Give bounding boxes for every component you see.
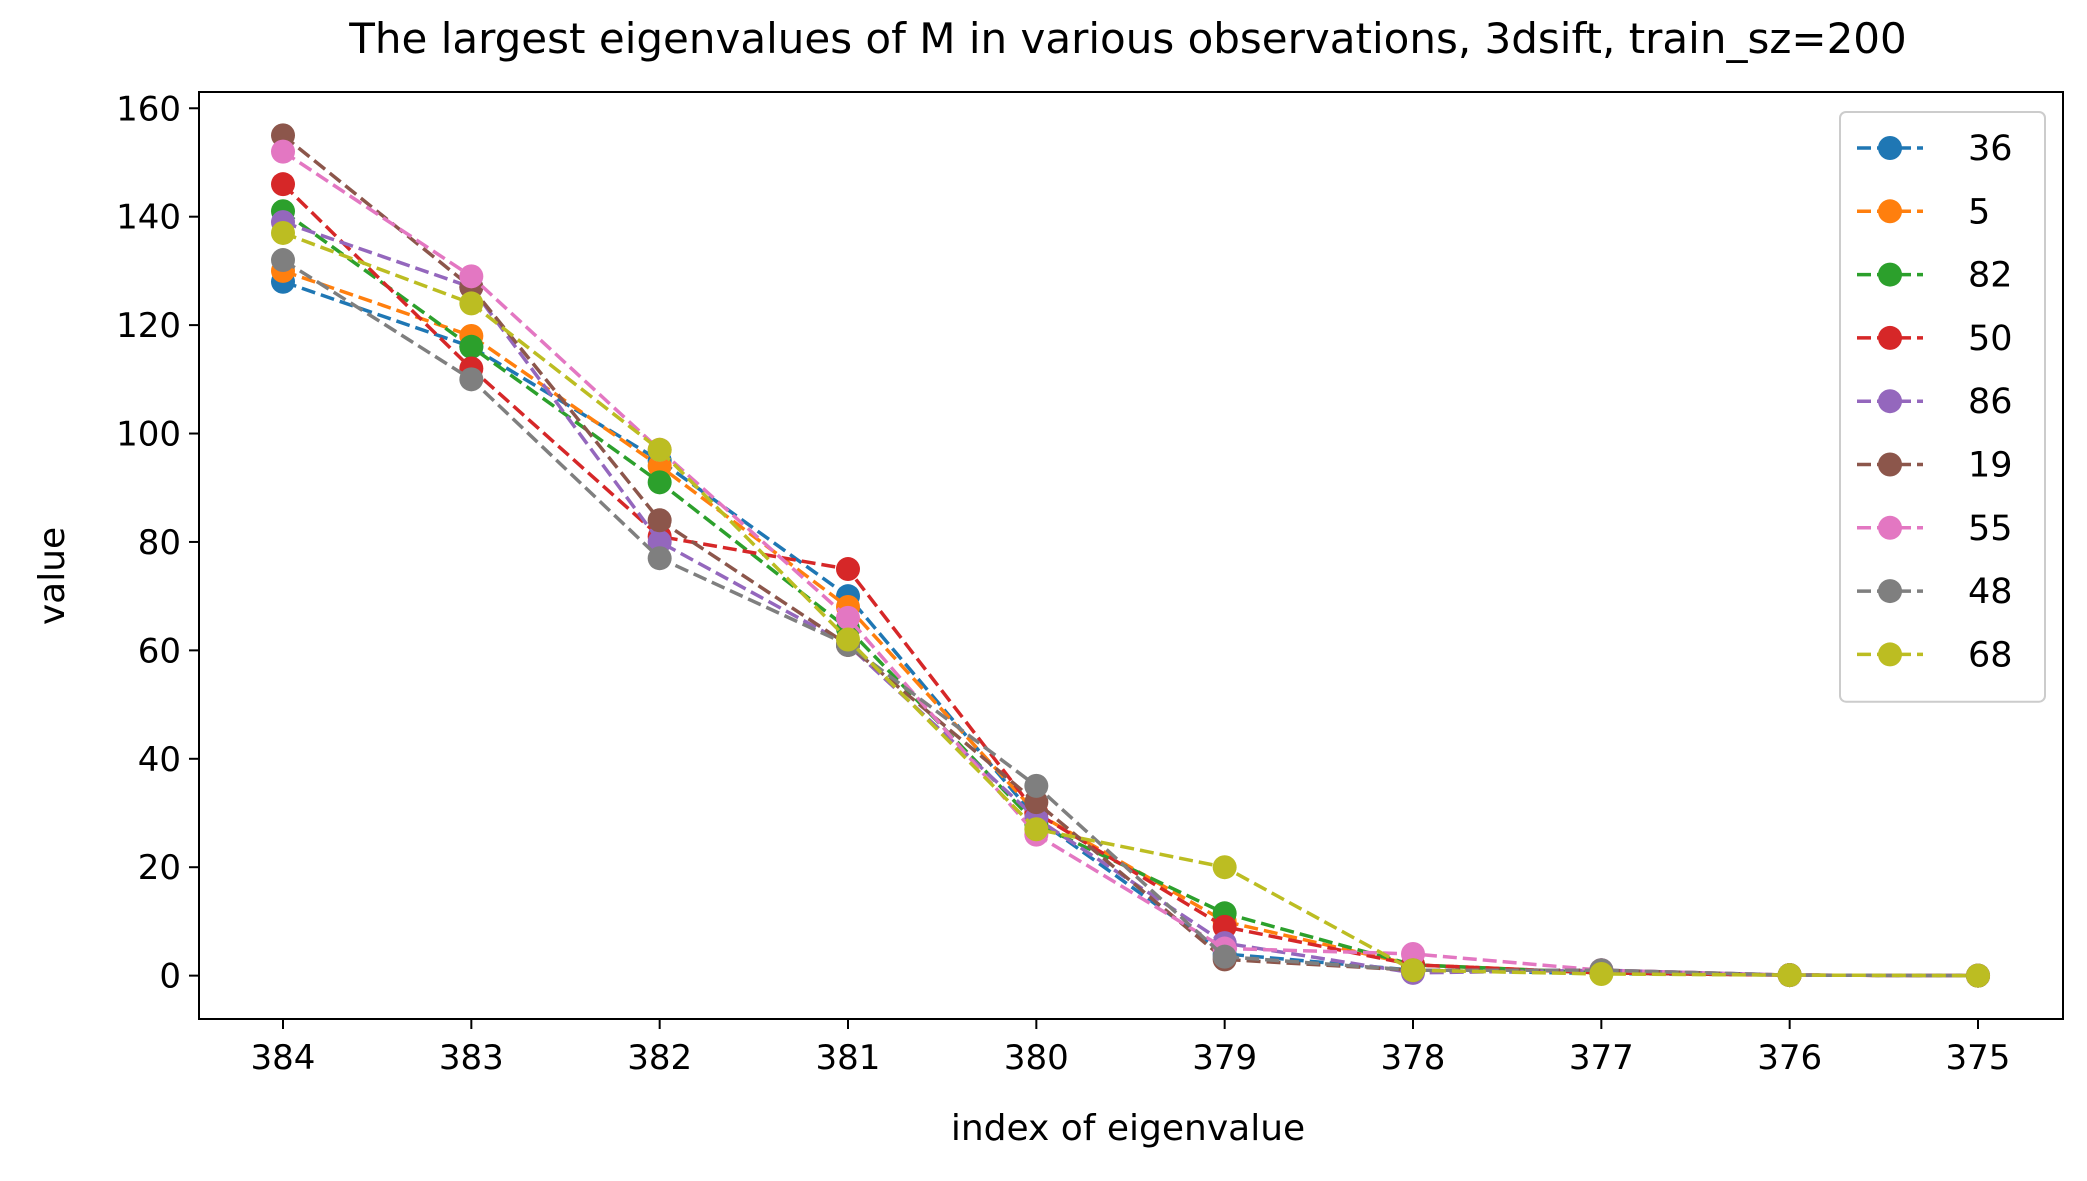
data-point <box>648 508 672 532</box>
legend-marker <box>1878 136 1902 160</box>
legend-marker <box>1878 199 1902 223</box>
y-tick-label: 140 <box>116 198 181 238</box>
x-tick-label: 381 <box>816 1038 881 1078</box>
x-tick-label: 382 <box>627 1038 692 1078</box>
legend-label: 36 <box>1968 129 2013 169</box>
y-tick-label: 80 <box>138 523 181 563</box>
data-point <box>1213 855 1237 879</box>
y-tick-label: 60 <box>138 631 181 671</box>
data-point <box>1778 963 1802 987</box>
x-tick-label: 379 <box>1192 1038 1257 1078</box>
data-point <box>1966 964 1990 988</box>
data-point <box>1024 817 1048 841</box>
x-axis-label: index of eigenvalue <box>951 1108 1305 1149</box>
data-point <box>648 438 672 462</box>
data-point <box>1401 958 1425 982</box>
legend-marker <box>1878 516 1902 540</box>
legend-label: 19 <box>1968 446 2013 486</box>
y-tick-label: 100 <box>116 415 181 455</box>
data-point <box>459 335 483 359</box>
legend-marker <box>1878 389 1902 413</box>
x-tick-label: 380 <box>1004 1038 1069 1078</box>
y-tick-label: 20 <box>138 848 181 888</box>
data-point <box>271 221 295 245</box>
data-point <box>1213 945 1237 969</box>
legend-marker <box>1878 579 1902 603</box>
x-tick-label: 377 <box>1569 1038 1634 1078</box>
data-point <box>836 628 860 652</box>
legend: 36 5 82 50 86 19 55 48 68 <box>1840 112 2045 702</box>
chart-title: The largest eigenvalues of M in various … <box>348 14 1907 63</box>
legend-label: 86 <box>1968 382 2013 422</box>
x-tick-label: 383 <box>439 1038 504 1078</box>
data-point <box>271 248 295 272</box>
data-point <box>271 172 295 196</box>
x-tick-label: 375 <box>1946 1038 2011 1078</box>
x-tick-label: 378 <box>1381 1038 1446 1078</box>
data-point <box>459 291 483 315</box>
data-point <box>459 367 483 391</box>
data-point <box>648 470 672 494</box>
legend-marker <box>1878 453 1902 477</box>
data-point <box>836 557 860 581</box>
y-tick-label: 40 <box>138 740 181 780</box>
data-point <box>459 264 483 288</box>
y-axis-label: value <box>32 527 73 625</box>
data-point <box>1589 962 1613 986</box>
data-point <box>1024 774 1048 798</box>
legend-marker <box>1878 642 1902 666</box>
x-tick-label: 376 <box>1757 1038 1822 1078</box>
legend-label: 50 <box>1968 319 2013 359</box>
y-tick-label: 0 <box>159 957 181 997</box>
legend-marker <box>1878 326 1902 350</box>
legend-label: 5 <box>1968 192 1990 232</box>
y-tick-label: 160 <box>116 89 181 129</box>
data-point <box>271 140 295 164</box>
data-point <box>648 546 672 570</box>
data-point <box>836 606 860 630</box>
legend-box <box>1840 112 2045 702</box>
x-tick-label: 384 <box>251 1038 316 1078</box>
y-tick-label: 120 <box>116 306 181 346</box>
legend-label: 68 <box>1968 635 2013 675</box>
legend-label: 55 <box>1968 509 2013 549</box>
legend-marker <box>1878 263 1902 287</box>
legend-label: 82 <box>1968 256 2013 296</box>
legend-label: 48 <box>1968 572 2013 612</box>
